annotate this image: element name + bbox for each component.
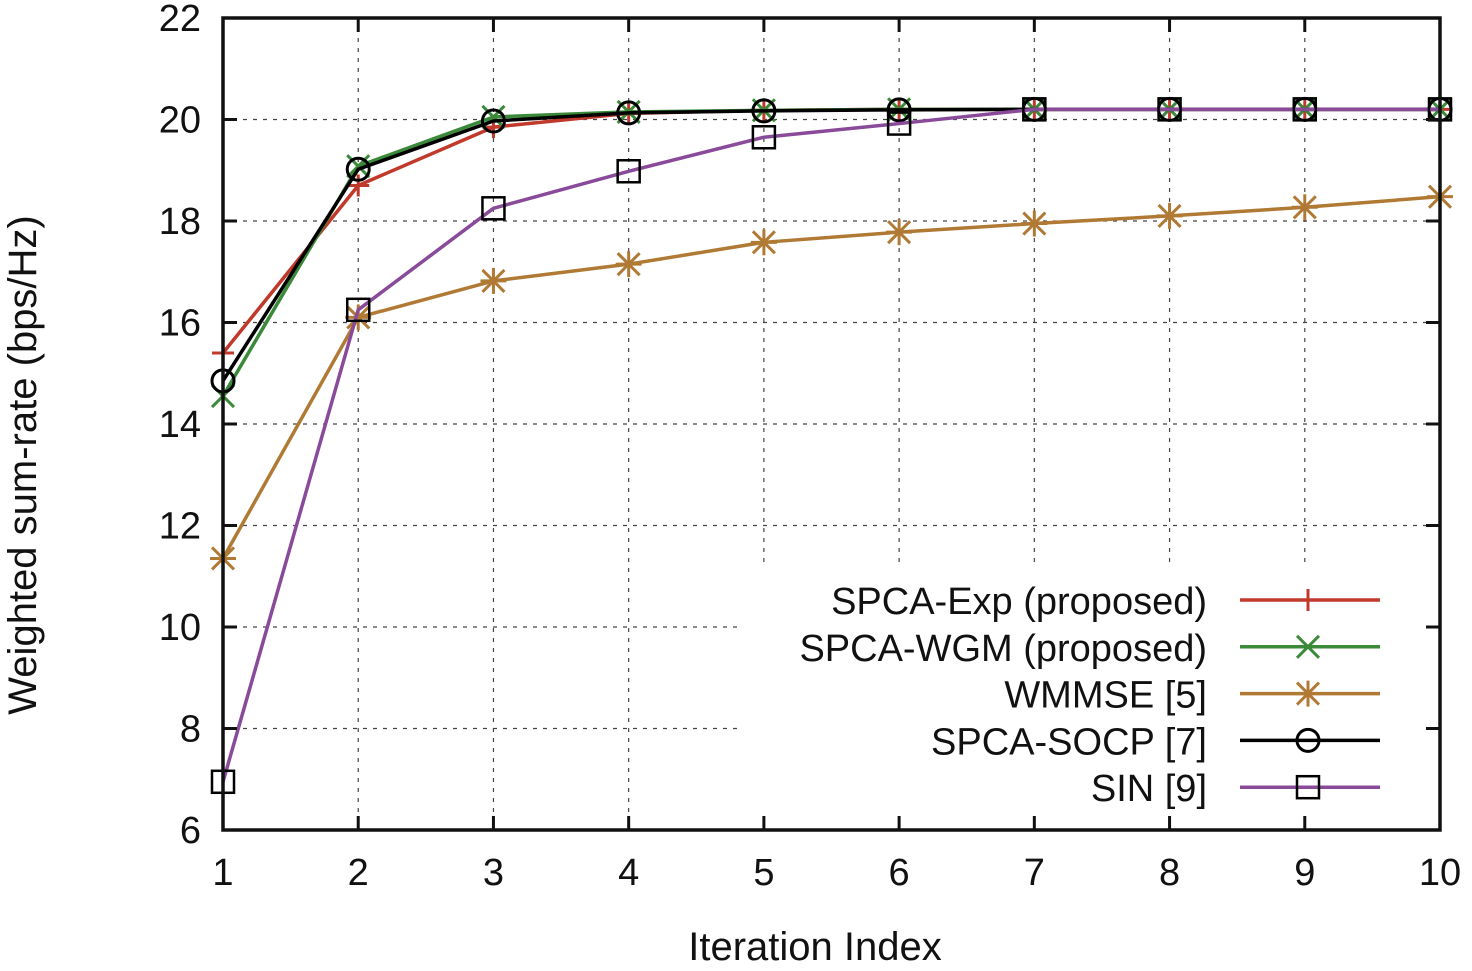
marker-shape [1295,774,1321,800]
y-tick-label: 6 [180,810,201,852]
legend: SPCA-Exp (proposed) SPCA-WGM (proposed) WM… [799,581,1380,810]
square-marker [345,297,371,323]
marker-shape [616,100,642,126]
y-axis-label: Weighted sum-rate (bps/Hz) [1,215,45,714]
cross-marker [346,154,371,179]
marker-shape [751,98,777,124]
x-axis-label: Iteration Index [688,925,942,966]
series-line [221,194,1441,560]
star-marker [886,219,913,246]
square-marker [481,196,506,221]
square-marker [1295,774,1321,800]
legend-label: SPCA-WGM (proposed) [799,628,1207,670]
series-line [221,107,1440,783]
star-marker [1156,202,1183,229]
series-spca-wgm-proposed [210,97,1453,409]
square-marker [1022,97,1047,122]
marker-shape [1157,97,1182,122]
cross-marker [1295,634,1321,659]
star-marker [480,267,507,294]
plot-frame [221,16,1442,832]
star-marker [615,251,642,278]
circle-marker [480,108,506,134]
series-spca-socp-7 [210,96,1453,394]
marker-shape [1292,97,1318,122]
marker-shape [616,159,641,184]
square-marker [1292,97,1318,122]
circle-marker [345,156,371,182]
legend-label: SPCA-Exp (proposed) [831,581,1207,623]
x-tick-label: 2 [348,852,369,894]
y-tick-label: 20 [159,100,201,142]
star-marker [1295,680,1321,707]
x-tick-label: 4 [618,852,639,894]
circle-marker [1295,727,1321,753]
legend-label: SIN [9] [1091,768,1207,810]
y-tick-label: 10 [159,607,201,649]
star-marker [1291,194,1318,221]
x-tick-label: 8 [1159,852,1180,894]
star-marker [1021,210,1048,237]
series-spca-exp-proposed [212,98,1451,364]
marker-shape [481,196,506,221]
x-tick-label: 7 [1024,852,1045,894]
marker-shape [345,156,371,182]
marker-shape [886,97,912,123]
series-line [221,107,1440,355]
marker-shape [345,297,371,323]
circle-marker [751,98,777,124]
series-group [210,96,1453,795]
circle-marker [616,100,642,126]
y-tick-label: 8 [180,709,201,751]
x-tick-label: 10 [1419,852,1461,894]
square-marker [1157,97,1182,122]
x-tick-label: 6 [889,852,910,894]
plus-marker [347,174,370,197]
square-marker [616,159,641,184]
marker-shape [1022,97,1047,122]
legend-label: WMMSE [5] [1004,675,1207,717]
x-tick-label: 3 [483,852,504,894]
marker-shape [480,108,506,134]
marker-shape [886,111,912,136]
legend-label: SPCA-SOCP [7] [931,721,1207,763]
square-marker [886,111,912,136]
square-marker [751,125,777,150]
y-tick-label: 18 [159,201,201,243]
circle-marker [886,97,912,123]
x-tick-label: 5 [753,852,774,894]
x-tick-label: 9 [1294,852,1315,894]
plus-marker [1297,589,1319,611]
y-tick-label: 14 [159,404,201,446]
y-tick-label: 22 [159,0,201,40]
y-tick-label: 16 [159,303,201,345]
marker-stroke [346,154,371,179]
marker-shape [1295,727,1321,753]
axes [221,16,1442,832]
grid [223,18,1440,830]
series-wmmse-5 [210,183,1453,572]
star-marker [750,229,777,256]
x-tick-label: 1 [212,852,233,894]
y-tick-label: 12 [159,506,201,548]
marker-stroke [1295,634,1321,659]
marker-shape [751,125,777,150]
